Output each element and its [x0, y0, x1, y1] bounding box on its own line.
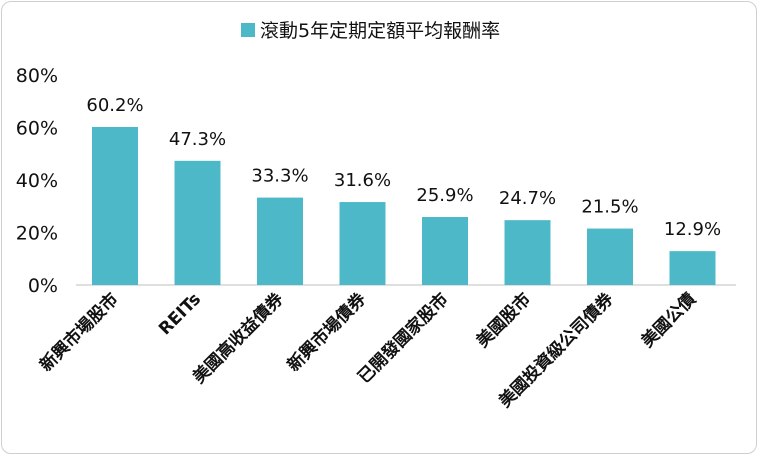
x-tick-label: REITs: [155, 289, 205, 339]
data-label: 31.6%: [334, 170, 391, 191]
bar: [422, 217, 468, 285]
legend-label: 滾動5年定期定額平均報酬率: [260, 20, 500, 42]
data-label: 12.9%: [664, 219, 721, 240]
y-tick-label: 80%: [16, 65, 58, 87]
legend-swatch: [241, 23, 255, 37]
y-tick-label: 20%: [16, 223, 58, 245]
y-tick-label: 40%: [16, 170, 58, 192]
y-tick-label: 0%: [28, 275, 58, 297]
bar: [587, 228, 633, 285]
bar: [92, 126, 138, 285]
bar: [504, 220, 551, 285]
data-label: 24.7%: [499, 188, 556, 209]
legend: 滾動5年定期定額平均報酬率: [241, 20, 500, 42]
bar: [669, 251, 716, 285]
x-tick-label: 美國股市: [472, 289, 535, 352]
data-label: 60.2%: [86, 95, 143, 116]
data-label: 21.5%: [581, 197, 638, 218]
data-label: 47.3%: [169, 129, 226, 150]
x-tick-label: 新興市場股市: [36, 289, 123, 376]
data-label: 25.9%: [416, 185, 473, 206]
data-labels: 60.2% 47.3% 33.3% 31.6% 25.9% 24.7% 21.5% 12.9%: [86, 95, 721, 240]
x-tick-label: 美國公債: [637, 289, 700, 352]
bars: [92, 126, 716, 285]
x-tick-label: 新興市場債券: [283, 288, 371, 376]
data-label: 33.3%: [251, 166, 308, 187]
bar: [257, 197, 303, 285]
y-axis: 0% 20% 40% 60% 80%: [16, 65, 58, 297]
bar: [339, 202, 386, 285]
y-tick-label: 60%: [16, 118, 58, 140]
bar: [174, 160, 221, 285]
